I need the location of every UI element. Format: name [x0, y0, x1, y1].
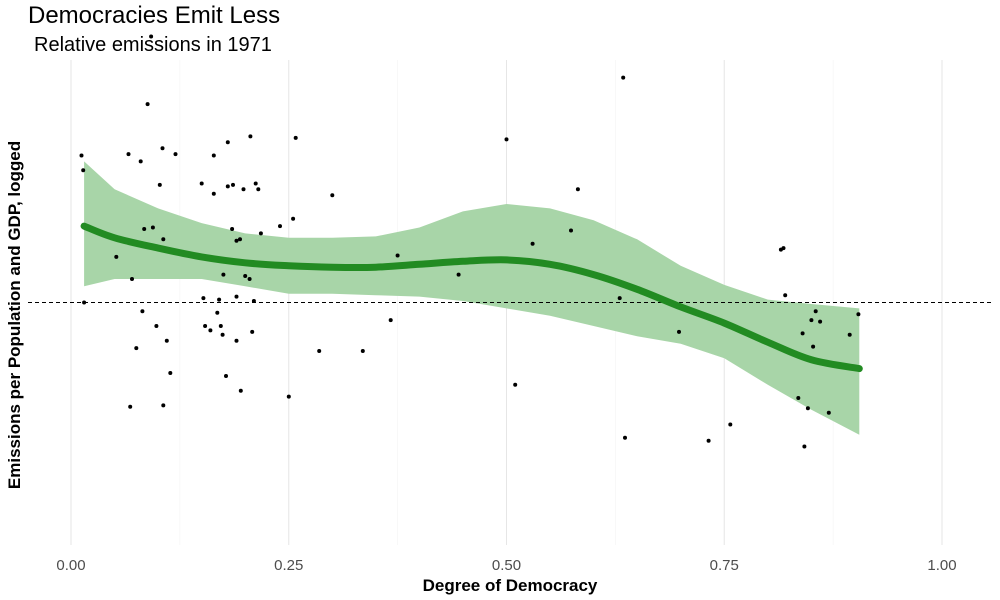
data-point	[142, 227, 147, 231]
data-point	[79, 153, 84, 158]
data-point	[802, 444, 807, 449]
data-point	[623, 435, 627, 440]
x-axis-ticks: 0.00 0.25 0.50 0.75 1.00	[56, 557, 956, 574]
data-point	[149, 34, 154, 39]
data-point	[238, 237, 242, 242]
data-point	[286, 394, 291, 399]
data-point	[130, 277, 134, 281]
data-point	[809, 318, 814, 323]
data-point	[224, 374, 228, 378]
data-point	[781, 246, 786, 251]
data-point	[783, 293, 788, 298]
data-point	[291, 216, 296, 221]
data-point	[796, 396, 801, 400]
y-axis-title: Emissions per Population and GDP, logged	[5, 141, 24, 489]
data-point	[230, 227, 235, 231]
data-points	[79, 34, 861, 449]
data-point	[569, 228, 573, 233]
data-point	[241, 187, 246, 192]
data-point	[253, 181, 258, 186]
data-point	[706, 438, 711, 443]
data-point	[278, 224, 282, 229]
data-point	[621, 75, 626, 80]
data-point	[134, 346, 139, 351]
data-point	[234, 238, 239, 243]
data-point	[173, 152, 178, 157]
data-point	[248, 134, 253, 139]
data-point	[811, 344, 816, 349]
data-point	[215, 310, 220, 315]
smooth-fit-line	[80, 222, 863, 373]
data-point	[140, 309, 145, 314]
x-tick-label: 0.50	[492, 557, 521, 574]
data-point	[157, 182, 162, 187]
data-point	[575, 187, 580, 192]
data-point	[800, 331, 805, 336]
data-point	[617, 296, 622, 301]
data-point	[530, 241, 535, 246]
data-point	[504, 137, 509, 142]
chart-subtitle: Relative emissions in 1971	[34, 34, 272, 56]
data-point	[856, 312, 861, 317]
x-tick-label: 0.25	[274, 557, 303, 574]
data-point	[145, 102, 150, 107]
data-point	[826, 410, 831, 415]
data-point	[225, 184, 230, 189]
data-point	[218, 324, 223, 328]
data-point	[728, 422, 733, 427]
data-point	[847, 332, 852, 337]
data-point	[258, 231, 263, 236]
data-point	[126, 152, 131, 157]
data-point	[388, 318, 393, 323]
data-point	[138, 159, 143, 164]
data-point	[114, 254, 119, 259]
data-point	[225, 140, 230, 145]
x-axis-title: Degree of Democracy	[423, 576, 598, 595]
data-point	[243, 274, 248, 278]
data-point	[813, 309, 818, 314]
data-point	[513, 382, 518, 387]
data-point	[221, 272, 226, 277]
confidence-band	[84, 161, 860, 435]
data-point	[128, 404, 133, 409]
data-point	[164, 338, 169, 343]
data-point	[247, 277, 252, 281]
data-point	[317, 349, 322, 353]
data-point	[234, 294, 239, 299]
data-point	[160, 146, 165, 151]
data-point	[211, 191, 216, 196]
data-point	[456, 272, 461, 277]
data-point	[293, 135, 298, 140]
data-point	[217, 297, 222, 302]
data-point	[231, 182, 235, 187]
data-point	[805, 406, 810, 411]
data-point	[81, 168, 86, 173]
data-point	[150, 225, 155, 230]
data-point	[250, 329, 255, 334]
data-point	[395, 253, 400, 258]
data-point	[154, 324, 159, 328]
data-point	[161, 237, 166, 242]
data-point	[168, 371, 173, 375]
data-point	[238, 388, 243, 393]
data-point	[220, 332, 225, 337]
data-point	[677, 329, 681, 334]
chart-title: Democracies Emit Less	[28, 2, 281, 29]
x-tick-label: 0.75	[710, 557, 739, 574]
data-point	[360, 349, 365, 353]
data-point	[234, 338, 239, 343]
x-tick-label: 0.00	[56, 557, 85, 574]
data-point	[208, 328, 213, 333]
data-point	[818, 319, 823, 324]
data-point	[199, 181, 204, 186]
data-point	[161, 403, 166, 408]
data-point	[201, 296, 206, 301]
data-point	[256, 187, 261, 192]
data-point	[330, 193, 335, 198]
x-tick-label: 1.00	[927, 557, 956, 574]
data-point	[203, 324, 208, 328]
data-point	[211, 153, 216, 158]
